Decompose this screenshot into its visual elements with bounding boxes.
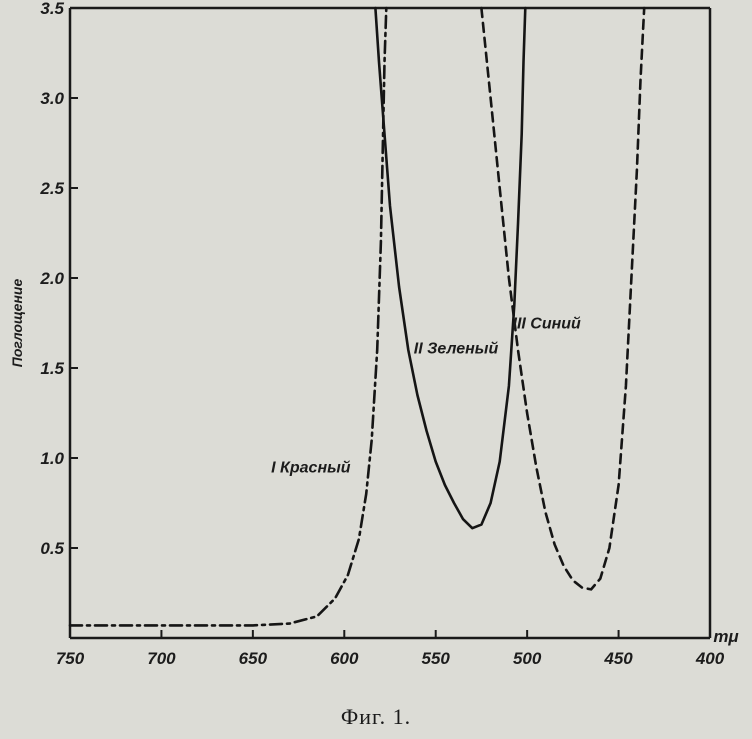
series-line-1 [68, 6, 388, 627]
series-label-1: I Красный [271, 459, 351, 476]
absorption-chart: 0.5 1.0 1.5 2.0 2.5 3.0 3.5 750 700 650 600 550 500 4… [9, 0, 739, 668]
x-tick-label: 650 [239, 649, 268, 668]
y-tick-label: 2.0 [39, 269, 64, 288]
y-tick-label: 3.5 [40, 0, 64, 18]
y-tick-label: 1.0 [40, 449, 64, 468]
x-tick-label: 600 [330, 649, 359, 668]
x-tick-label: 400 [695, 649, 725, 668]
series-labels: I Красный II Зеленый III Синий [271, 315, 581, 476]
x-tick-label: 550 [422, 649, 451, 668]
series-label-3: III Синий [513, 315, 582, 332]
x-tick-label: 500 [513, 649, 542, 668]
y-axis-label: Поглощение [9, 279, 25, 368]
y-tick-label: 0.5 [40, 539, 64, 558]
series-lines [68, 6, 646, 627]
y-tick-label: 2.5 [39, 179, 64, 198]
y-tick-label: 3.0 [40, 89, 64, 108]
series-line-2 [374, 6, 527, 530]
x-unit-label: mμ [713, 627, 739, 646]
x-tick-label: 450 [603, 649, 633, 668]
y-tick-label: 1.5 [40, 359, 64, 378]
ticks: 0.5 1.0 1.5 2.0 2.5 3.0 3.5 750 700 650 600 550 500 4… [9, 0, 739, 668]
x-tick-label: 700 [147, 649, 176, 668]
axes [68, 6, 712, 640]
figure-caption: Фиг. 1. [340, 704, 412, 729]
x-tick-label: 750 [56, 649, 85, 668]
series-label-2: II Зеленый [414, 341, 499, 358]
series-line-3 [480, 6, 646, 591]
